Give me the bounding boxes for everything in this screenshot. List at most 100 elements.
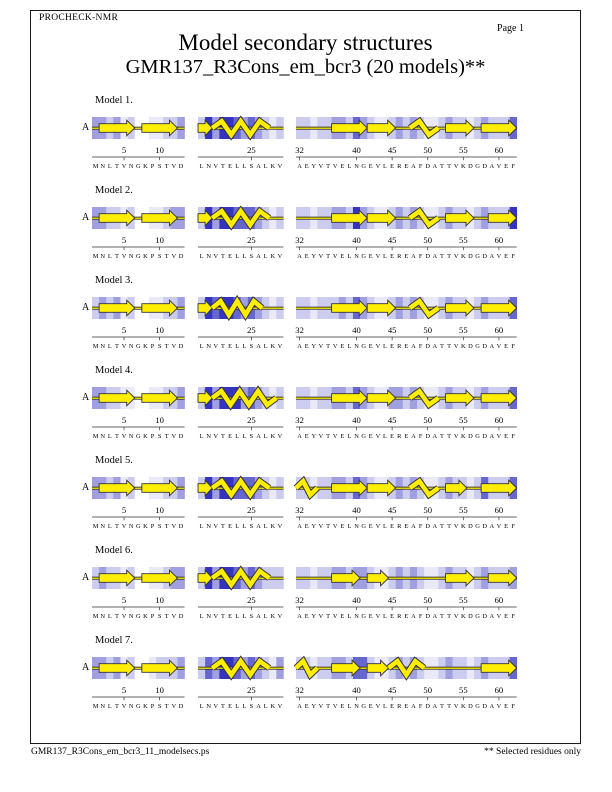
residue-number: 50 bbox=[423, 505, 432, 515]
sequence-letter: V bbox=[172, 343, 177, 350]
sequence-letter: V bbox=[172, 433, 177, 440]
sequence-letter: K bbox=[461, 613, 466, 620]
page-border: PROCHECK-NMR Page 1 Model secondary stru… bbox=[30, 10, 581, 744]
sequence-letter: L bbox=[108, 523, 112, 530]
sequence-letter: G bbox=[136, 613, 141, 620]
sequence-letter: D bbox=[482, 703, 487, 710]
sequence-letter: A bbox=[411, 523, 416, 530]
sequence-letter: E bbox=[369, 433, 373, 440]
sequence-letter: T bbox=[165, 523, 169, 530]
sequence-letter: E bbox=[504, 163, 508, 170]
sequence-letter: D bbox=[425, 253, 430, 260]
residue-number: 5 bbox=[122, 505, 126, 515]
sequence-letter: T bbox=[221, 613, 225, 620]
sequence-letter: A bbox=[256, 433, 261, 440]
sequence-letter: V bbox=[497, 433, 502, 440]
sequence-letter: M bbox=[93, 343, 99, 350]
sequence-letter: D bbox=[425, 523, 430, 530]
sequence-letter: A bbox=[489, 343, 494, 350]
sequence-letter: L bbox=[108, 433, 112, 440]
sequence-letter: V bbox=[376, 253, 381, 260]
residue-number: 55 bbox=[459, 595, 468, 605]
residue-number: 55 bbox=[459, 505, 468, 515]
sequence-letter: D bbox=[179, 523, 184, 530]
sequence-letter: V bbox=[213, 433, 218, 440]
sequence-letter: S bbox=[250, 343, 254, 350]
sequence-letter: E bbox=[504, 523, 508, 530]
sequence-letter: L bbox=[264, 433, 268, 440]
page-number: Page 1 bbox=[497, 23, 524, 34]
sequence-letter: D bbox=[468, 163, 473, 170]
sequence-letter: A bbox=[256, 253, 261, 260]
coil-baseline bbox=[296, 577, 517, 579]
sequence-letter: K bbox=[270, 523, 275, 530]
sequence-letter: T bbox=[447, 613, 451, 620]
sequence-letter: N bbox=[100, 343, 105, 350]
coil-baseline bbox=[92, 487, 185, 489]
sequence-letter: L bbox=[383, 163, 387, 170]
sequence-letter: D bbox=[468, 613, 473, 620]
sequence-letter: V bbox=[333, 163, 338, 170]
sequence-letter: K bbox=[461, 343, 466, 350]
sequence-letter: T bbox=[440, 253, 444, 260]
sequence-letter: E bbox=[340, 163, 344, 170]
sequence-letter: T bbox=[326, 343, 330, 350]
sequence-letter: F bbox=[419, 433, 423, 440]
residue-number: 40 bbox=[352, 325, 361, 335]
sequence-letter: G bbox=[475, 523, 480, 530]
residue-number: 45 bbox=[388, 685, 397, 695]
structure-segment: 32 40 45 50 55 60A E Y V T V E L N G E V L E R E A F D A T T V K D G D A… bbox=[293, 475, 518, 530]
strand-arrow bbox=[366, 119, 397, 137]
residue-number: 40 bbox=[352, 145, 361, 155]
sequence-letter: E bbox=[504, 253, 508, 260]
residue-number: 55 bbox=[459, 325, 468, 335]
strand-arrow bbox=[487, 569, 518, 587]
structure-segment: 5 10M N L T V N G K P S T V D bbox=[92, 207, 185, 260]
sequence-letter: F bbox=[511, 343, 515, 350]
sequence-letter: V bbox=[278, 343, 283, 350]
structure-segment: 32 40 45 50 55 60A E Y V T V E L N G E V L E R E A F D A T T V K D G D A… bbox=[295, 206, 518, 260]
strand-arrow bbox=[366, 209, 397, 227]
sequence-letter: N bbox=[206, 163, 211, 170]
sequence-letter: G bbox=[361, 433, 366, 440]
sequence-letter: F bbox=[419, 253, 423, 260]
sequence-letter: V bbox=[122, 703, 127, 710]
sequence-letter: V bbox=[319, 343, 324, 350]
sequence-letter: V bbox=[376, 343, 381, 350]
strand-arrow bbox=[197, 299, 213, 317]
sequence-letter: N bbox=[206, 253, 211, 260]
sequence-letter: A bbox=[489, 433, 494, 440]
residue-number: 32 bbox=[295, 415, 304, 425]
sequence-letter: T bbox=[115, 163, 119, 170]
residue-number: 60 bbox=[495, 325, 504, 335]
sequence-letter: L bbox=[347, 343, 351, 350]
sequence-letter: L bbox=[200, 343, 204, 350]
model-row: Model 1. A 5 10 M N L T V N G K P S T V D 25 L N V T E L L S A L K V 3… bbox=[31, 95, 580, 185]
sequence-letter: G bbox=[136, 253, 141, 260]
sequence-letter: K bbox=[461, 703, 466, 710]
sequence-letter: V bbox=[213, 253, 218, 260]
model-row: Model 7. A 5 10 M N L T V N G K P S T V D 25 L N V T E L L S A L K V 3… bbox=[31, 635, 580, 725]
sequence-letter: V bbox=[172, 703, 177, 710]
strand-arrow bbox=[141, 299, 179, 317]
sequence-letter: L bbox=[235, 703, 239, 710]
sequence-letter: P bbox=[151, 613, 155, 620]
sequence-letter: G bbox=[475, 433, 480, 440]
sequence-letter: A bbox=[489, 253, 494, 260]
residue-number: 5 bbox=[122, 325, 126, 335]
sequence-letter: F bbox=[511, 163, 515, 170]
helix-ribbon bbox=[408, 207, 440, 229]
sequence-letter: M bbox=[93, 523, 99, 530]
chain-label: A bbox=[82, 572, 90, 583]
sequence-letter: V bbox=[497, 523, 502, 530]
sequence-letter: V bbox=[333, 343, 338, 350]
sequence-letter: N bbox=[354, 703, 359, 710]
sequence-letter: N bbox=[206, 523, 211, 530]
sequence-letter: E bbox=[404, 613, 408, 620]
coil-baseline bbox=[92, 307, 185, 309]
sequence-letter: A bbox=[297, 163, 302, 170]
residue-number: 25 bbox=[247, 145, 256, 155]
residue-number: 5 bbox=[122, 685, 126, 695]
sequence-letter: N bbox=[129, 433, 134, 440]
sequence-letter: D bbox=[468, 523, 473, 530]
